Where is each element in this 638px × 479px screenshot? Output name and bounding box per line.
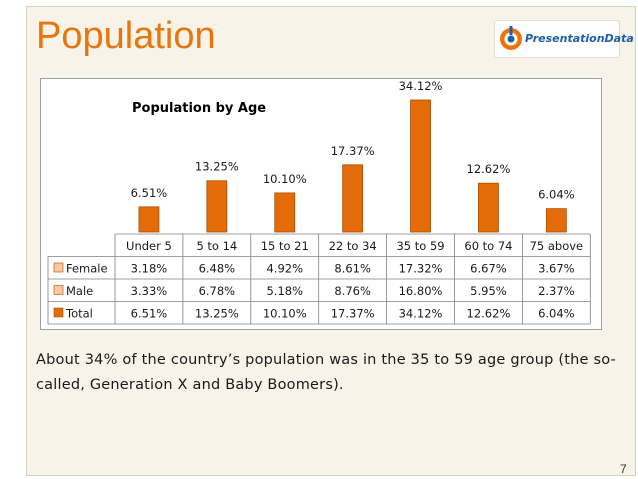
chart-area — [40, 78, 602, 330]
category-label: 35 to 59 — [396, 239, 444, 253]
legend-key — [53, 307, 64, 318]
table-cell: 3.33% — [131, 284, 168, 298]
brand-logo: PresentationData — [494, 20, 634, 58]
table-cell: 3.18% — [131, 262, 168, 276]
data-label: 13.25% — [195, 160, 239, 174]
bar — [545, 208, 567, 233]
table-cell: 3.67% — [538, 262, 575, 276]
table-cell: 6.78% — [199, 284, 236, 298]
chart-title: Population by Age — [132, 101, 267, 116]
data-label: 12.62% — [467, 162, 511, 176]
bar — [478, 182, 499, 233]
category-label: Under 5 — [126, 239, 172, 253]
logo-icon — [500, 26, 522, 50]
legend-key — [53, 285, 64, 295]
table-cell: 34.12% — [399, 307, 443, 321]
table-cell: 5.95% — [470, 284, 507, 298]
category-label: 22 to 34 — [329, 239, 377, 253]
table-cell: 6.48% — [199, 262, 236, 276]
bar — [274, 192, 296, 233]
logo-text: PresentationData — [525, 32, 634, 45]
table-cell: 6.04% — [538, 307, 575, 321]
population-bar-chart: 6.51% 13.25% 10.10% 17.37% 34.12% 12.62% 6.04%… — [47, 79, 591, 325]
table-cell: 6.51% — [131, 307, 168, 321]
category-label: 60 to 74 — [464, 239, 512, 253]
bar — [206, 180, 228, 233]
caption-text: About 34% of the country’s population wa… — [36, 352, 616, 393]
table-cell: 8.76% — [334, 284, 371, 298]
data-label: 34.12% — [399, 79, 443, 93]
page-number: 7 — [620, 462, 627, 476]
table-cell: 5.18% — [266, 284, 303, 298]
table-cell: 17.37% — [331, 307, 375, 321]
page-title: Population — [36, 15, 216, 57]
table-cell: 4.92% — [266, 262, 303, 276]
category-label: 5 to 14 — [196, 239, 237, 253]
bar — [410, 99, 431, 233]
table-cell: 6.67% — [470, 262, 507, 276]
table-cell: 16.80% — [399, 284, 443, 298]
data-label: 6.04% — [538, 188, 575, 202]
table-cell: 17.32% — [399, 262, 443, 276]
data-label: 17.37% — [331, 144, 375, 158]
category-label: 15 to 21 — [261, 239, 309, 253]
category-label: 75 above — [530, 239, 584, 253]
table-cell: 2.37% — [538, 284, 575, 298]
table-cell: 10.10% — [263, 307, 307, 321]
data-label: 10.10% — [263, 172, 307, 186]
data-label: 6.51% — [131, 186, 168, 200]
table-cell: 12.62% — [467, 307, 511, 321]
table-cell: 13.25% — [195, 307, 239, 321]
legend-key — [53, 262, 64, 273]
row-label: Total — [65, 307, 93, 321]
row-label: Female — [66, 262, 108, 276]
bar — [138, 206, 160, 233]
bar — [342, 164, 364, 233]
table-cell: 8.61% — [334, 262, 371, 276]
row-label: Male — [66, 284, 93, 298]
